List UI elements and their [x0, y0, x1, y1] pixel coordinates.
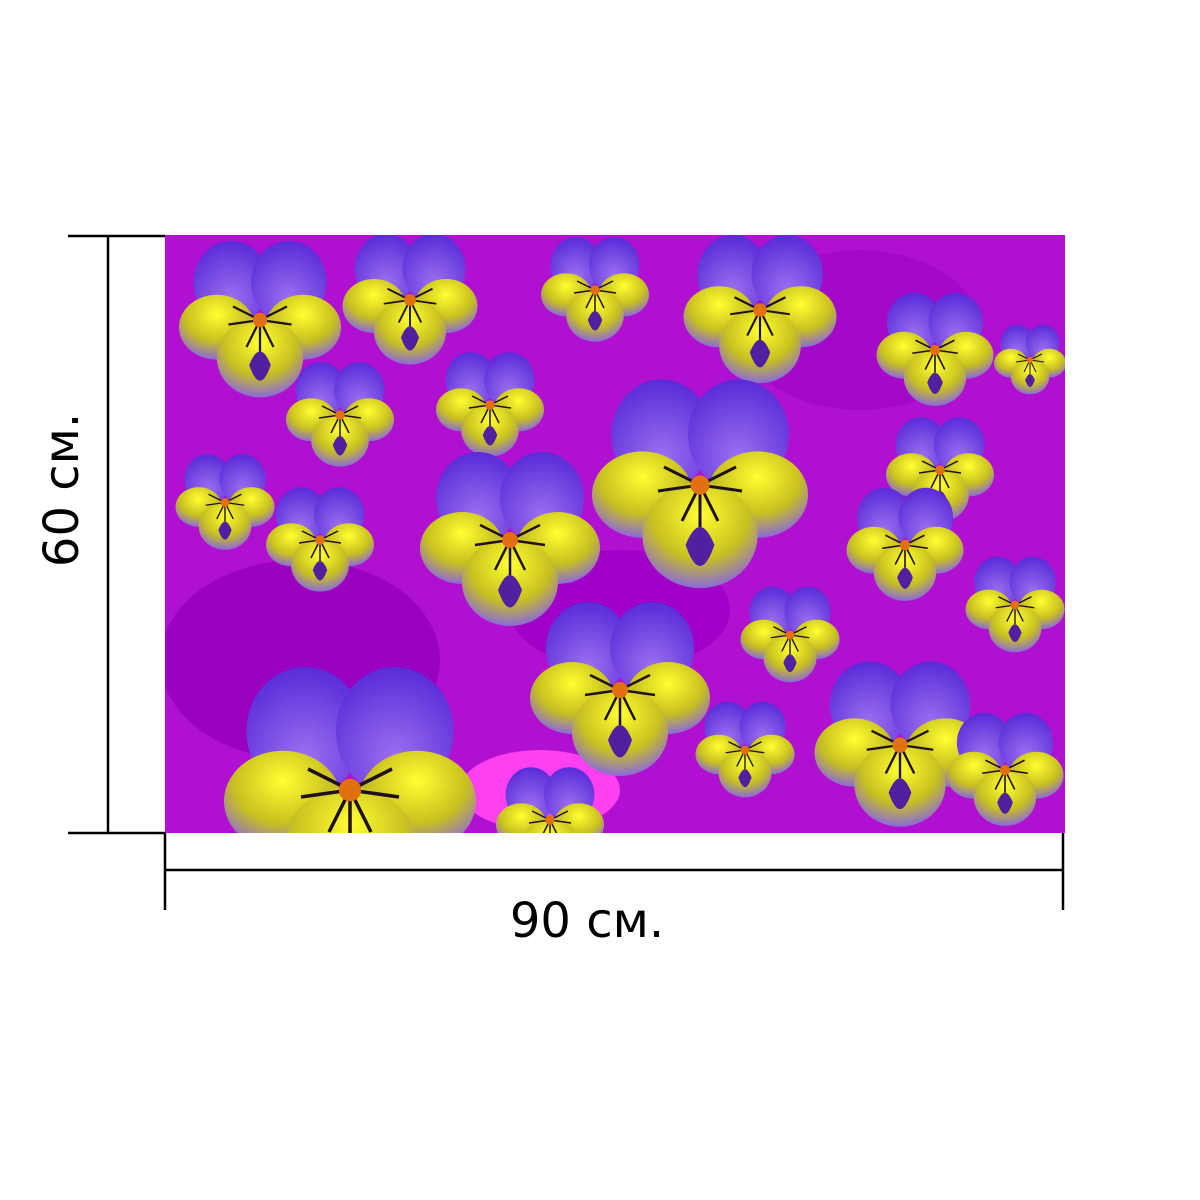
- dimension-lines: [68, 234, 1065, 910]
- width-label: 90 см.: [510, 893, 664, 949]
- height-label: 60 см.: [34, 413, 90, 567]
- pansy-pattern: [165, 235, 1065, 833]
